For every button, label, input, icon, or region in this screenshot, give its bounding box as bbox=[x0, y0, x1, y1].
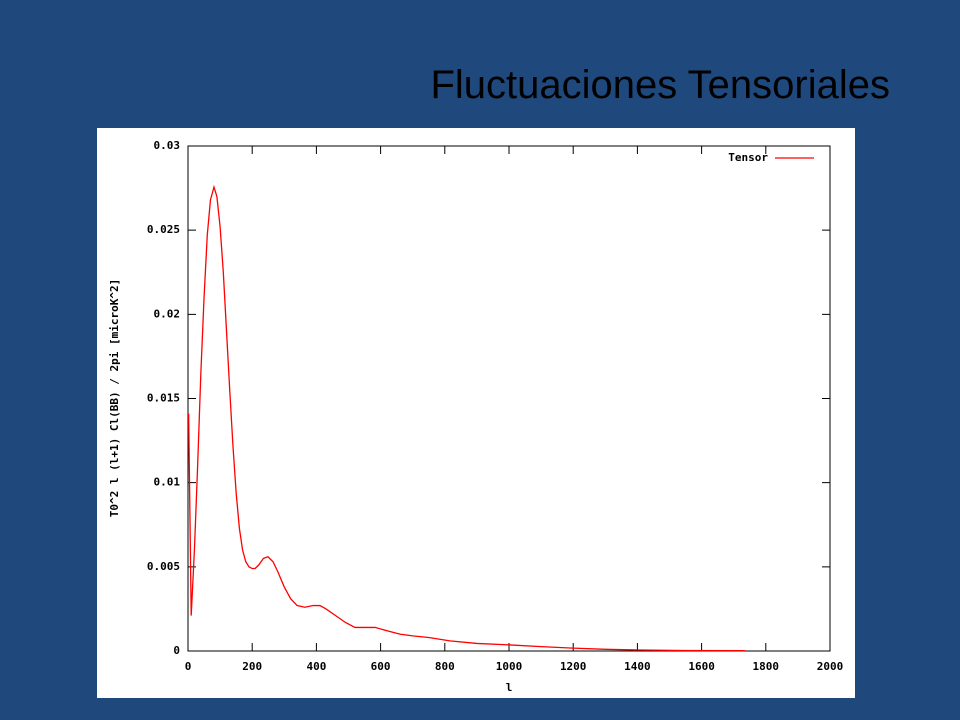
y-tick-label: 0.02 bbox=[154, 307, 181, 320]
data-line bbox=[187, 184, 745, 652]
x-tick-label: 1400 bbox=[624, 660, 651, 673]
y-tick-label: 0.03 bbox=[154, 139, 181, 152]
y-tick-label: 0 bbox=[173, 644, 180, 657]
y-tick-label: 0.025 bbox=[147, 223, 180, 236]
x-tick-label: 400 bbox=[306, 660, 326, 673]
x-tick-label: 600 bbox=[371, 660, 391, 673]
x-tick-label: 1200 bbox=[560, 660, 587, 673]
x-tick-label: 1800 bbox=[753, 660, 780, 673]
x-tick-label: 1000 bbox=[496, 660, 523, 673]
y-tick-label: 0.01 bbox=[154, 476, 181, 489]
y-tick-label: 0.015 bbox=[147, 392, 180, 405]
chart-panel bbox=[97, 128, 855, 698]
y-tick-label: 0.005 bbox=[147, 560, 180, 573]
x-tick-label: 800 bbox=[435, 660, 455, 673]
x-tick-label: 1600 bbox=[688, 660, 715, 673]
y-axis-label: T0^2 l (l+1) Cl(BB) / 2pi [microK^2] bbox=[108, 279, 121, 517]
legend-label: Tensor bbox=[728, 151, 768, 164]
x-tick-label: 2000 bbox=[817, 660, 844, 673]
x-tick-label: 0 bbox=[185, 660, 192, 673]
x-tick-label: 200 bbox=[242, 660, 262, 673]
slide-title: Fluctuaciones Tensoriales bbox=[430, 63, 890, 107]
x-axis-label: l bbox=[506, 681, 513, 694]
